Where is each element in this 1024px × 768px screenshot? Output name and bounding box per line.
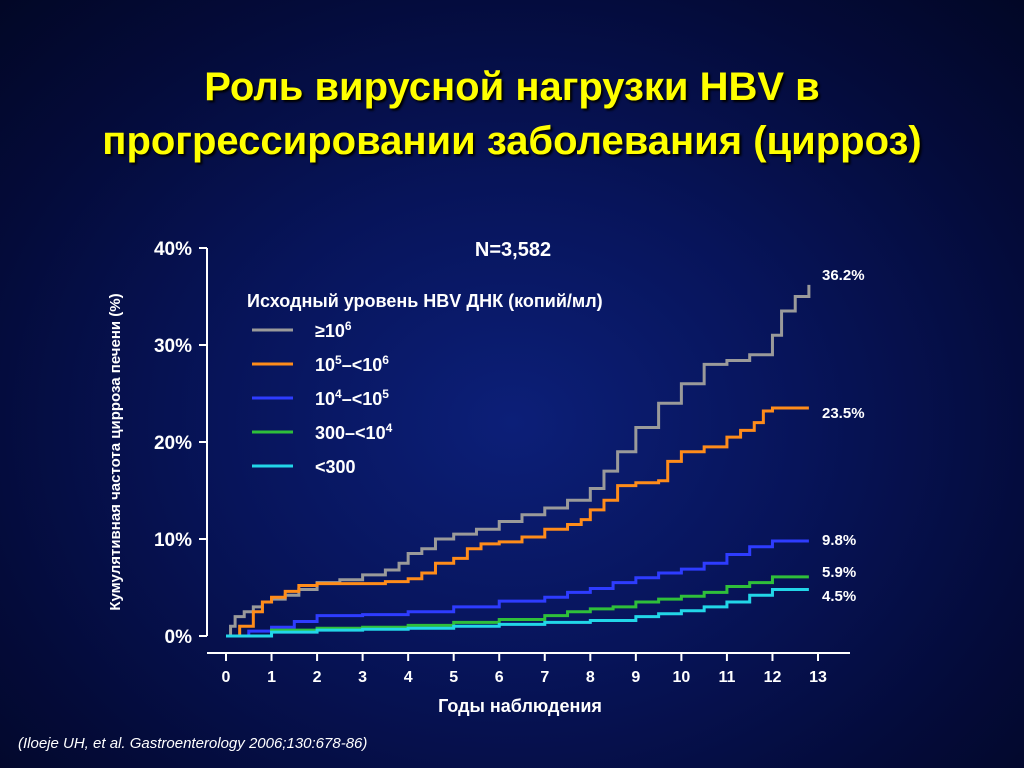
legend-superscript: 6 — [382, 353, 389, 367]
x-tick-label: 7 — [540, 669, 549, 686]
end-value-label: 9.8% — [822, 532, 856, 549]
end-value-label: 5.9% — [822, 564, 856, 581]
legend-text: 300–<10 — [315, 423, 386, 443]
citation: (Iloeje UH, et al. Gastroenterology 2006… — [18, 735, 368, 752]
legend: Исходный уровень HBV ДНК (копий/мл)≥1061… — [247, 291, 603, 477]
x-tick-label: 11 — [718, 669, 735, 686]
slide-title: Роль вирусной нагрузки HBV в прогрессиро… — [0, 60, 1024, 168]
x-tick-label: 12 — [764, 669, 782, 686]
end-value-label: 4.5% — [822, 588, 856, 605]
chart-labels: Годы наблюдения Кумулятивная частота цирр… — [107, 239, 865, 716]
y-axis-label: Кумулятивная частота цирроза печени (%) — [107, 293, 124, 610]
x-tick-label: 13 — [809, 669, 827, 686]
series-line-2 — [226, 539, 809, 638]
x-tick-label: 9 — [631, 669, 640, 686]
x-tick-label: 0 — [222, 669, 231, 686]
x-tick-label: 5 — [449, 669, 458, 686]
legend-text: ≥10 — [315, 321, 345, 341]
legend-title: Исходный уровень HBV ДНК (копий/мл) — [247, 291, 603, 311]
x-tick-label: 8 — [586, 669, 595, 686]
series-line-4 — [226, 587, 809, 638]
y-tick-label: 40% — [154, 239, 192, 260]
legend-text: <300 — [315, 457, 356, 477]
y-tick-label: 0% — [165, 627, 193, 648]
x-tick-label: 10 — [672, 669, 690, 686]
legend-label: ≥106 — [315, 319, 352, 341]
x-axis-label: Годы наблюдения — [438, 696, 602, 716]
y-tick-label: 10% — [154, 530, 192, 551]
axes-group: 0%10%20%30%40%0 1 2 3 4 5 6 7 8 9 10 11 12 13 — [154, 239, 850, 686]
legend-label: <300 — [315, 457, 356, 477]
x-tick-label: 4 — [404, 669, 413, 686]
end-value-label: 23.5% — [822, 405, 865, 422]
legend-label: 300–<104 — [315, 421, 393, 443]
series-line-3 — [226, 575, 809, 638]
legend-superscript: 4 — [335, 387, 342, 401]
legend-text: 10 — [315, 389, 335, 409]
x-tick-label: 6 — [495, 669, 504, 686]
legend-superscript: 5 — [382, 387, 389, 401]
legend-superscript: 5 — [335, 353, 342, 367]
legend-superscript: 6 — [345, 319, 352, 333]
x-tick-label: 1 — [267, 669, 276, 686]
x-tick-label: 3 — [358, 669, 367, 686]
y-tick-label: 30% — [154, 336, 192, 357]
legend-text: 10 — [315, 355, 335, 375]
sample-size-label: N=3,582 — [475, 239, 551, 261]
legend-label: 104–<105 — [315, 387, 389, 409]
legend-superscript: 4 — [386, 421, 393, 435]
legend-text: –<10 — [342, 355, 383, 375]
series-lines — [226, 284, 811, 638]
series-line-1 — [226, 406, 809, 638]
legend-text: –<10 — [342, 389, 383, 409]
series-line-0 — [226, 284, 811, 638]
title-line-1: Роль вирусной нагрузки HBV в — [204, 65, 820, 109]
y-tick-label: 20% — [154, 433, 192, 454]
title-line-2: прогрессировании заболевания (цирроз) — [102, 119, 922, 163]
legend-label: 105–<106 — [315, 353, 389, 375]
x-tick-label: 2 — [313, 669, 322, 686]
end-value-label: 36.2% — [822, 267, 865, 284]
